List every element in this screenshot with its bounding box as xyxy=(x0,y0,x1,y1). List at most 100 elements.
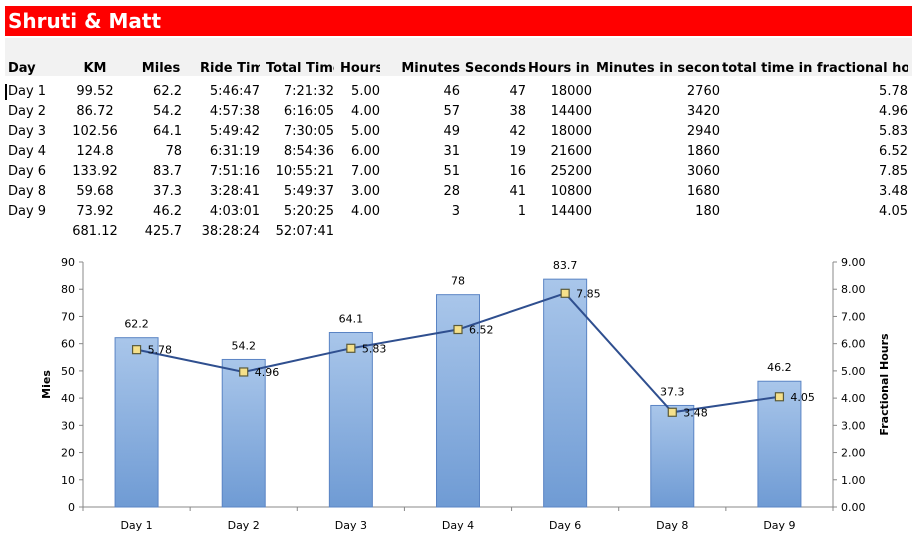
y2-tick-label: 5.00 xyxy=(841,365,866,378)
x-tick-label: Day 1 xyxy=(120,519,152,532)
table-cell: 78 xyxy=(165,144,182,159)
column-header: Minutes xyxy=(401,61,460,76)
y2-tick-label: 4.00 xyxy=(841,392,866,405)
table-cell: 14400 xyxy=(550,204,592,219)
table-cell: 4:03:01 xyxy=(209,204,260,219)
table-cell: 1680 xyxy=(686,184,720,199)
table-cell: 10800 xyxy=(550,184,592,199)
total-ride-time: 38:28:24 xyxy=(201,224,260,239)
line-point xyxy=(239,367,249,377)
table-cell: 1 xyxy=(517,204,526,219)
table-cell: 18000 xyxy=(550,124,592,139)
table-cell: 2760 xyxy=(686,84,720,99)
y-tick-label: 0 xyxy=(68,501,75,514)
line-point xyxy=(453,324,463,335)
x-tick-label: Day 4 xyxy=(442,519,474,532)
table-cell: 19 xyxy=(509,144,526,159)
table-cell: 38 xyxy=(509,104,526,119)
line-point xyxy=(774,392,785,402)
table-cell: 83.7 xyxy=(153,164,182,179)
y-tick-label: 10 xyxy=(61,474,75,487)
table-cell: 5:49:42 xyxy=(209,124,260,139)
table-cell: 6.00 xyxy=(351,144,380,159)
column-header: KM xyxy=(83,61,107,76)
table-cell: 57 xyxy=(443,104,460,119)
line-data-label: 3.48 xyxy=(683,406,708,419)
table-cell: 180 xyxy=(695,204,720,219)
bar xyxy=(221,358,266,508)
column-header: Total Time xyxy=(266,61,334,76)
table-cell: 4.05 xyxy=(879,204,908,219)
y2-tick-label: 7.00 xyxy=(841,310,866,323)
line-point xyxy=(560,288,570,298)
table-cell: 6:31:19 xyxy=(209,144,260,159)
table-cell: 41 xyxy=(509,184,526,199)
column-header: Seconds xyxy=(464,61,526,76)
line-point xyxy=(131,345,142,355)
table-cell: 133.92 xyxy=(72,164,118,179)
table-cell: 59.68 xyxy=(76,184,114,199)
x-tick-label: Day 8 xyxy=(656,519,688,532)
y-tick-label: 90 xyxy=(61,256,75,269)
cell-cursor xyxy=(5,84,7,100)
column-header: Minutes in seconds xyxy=(596,61,720,76)
title-bar: Shruti & Matt xyxy=(5,6,912,36)
column-header: Ride Time xyxy=(200,61,260,76)
x-tick-label: Day 9 xyxy=(763,519,795,532)
bar xyxy=(757,380,802,508)
y-tick-label: 20 xyxy=(61,447,75,460)
line-point xyxy=(667,407,677,417)
y-tick-label: 60 xyxy=(61,338,75,351)
table-cell: 5:49:37 xyxy=(283,184,334,199)
line-data-label: 7.85 xyxy=(576,287,601,300)
table-cell: 21600 xyxy=(550,144,592,159)
line-data-label: 4.96 xyxy=(255,366,280,379)
table-cell: 64.1 xyxy=(153,124,182,139)
bar-data-label: 78 xyxy=(451,275,465,288)
y-tick-label: 40 xyxy=(61,392,75,405)
bar xyxy=(543,278,588,508)
table-cell: 3.48 xyxy=(879,184,908,199)
column-header: total time in fractional hours xyxy=(722,61,908,76)
table-cell: 1860 xyxy=(686,144,720,159)
table-cell: 54.2 xyxy=(153,104,182,119)
table-cell: 5:20:25 xyxy=(283,204,334,219)
line-data-label: 5.78 xyxy=(148,344,173,357)
table-cell: 73.92 xyxy=(76,204,114,219)
table-cell: 42 xyxy=(509,124,526,139)
table-cell: 7:30:05 xyxy=(283,124,334,139)
combo-chart: 0 10 20 30 40 50 60 70 80 90 0.00 1.00 2.00 3.00 4.00 5… xyxy=(40,256,891,532)
row-label: Day 4 xyxy=(8,144,47,159)
table-cell: 10:55:21 xyxy=(275,164,334,179)
line-data-label: 4.05 xyxy=(790,391,815,404)
x-tick-label: Day 3 xyxy=(335,519,367,532)
table-cell: 4.00 xyxy=(351,204,380,219)
bar xyxy=(114,337,159,508)
table-cell: 4.96 xyxy=(879,104,908,119)
y2-tick-label: 8.00 xyxy=(841,283,866,296)
y2-tick-label: 3.00 xyxy=(841,419,866,432)
y-tick-label: 70 xyxy=(61,310,75,323)
table-cell: 5.78 xyxy=(879,84,908,99)
row-label: Day 3 xyxy=(8,124,47,139)
line-data-label: 6.52 xyxy=(469,324,494,337)
table-cell: 7:21:32 xyxy=(283,84,334,99)
table-cell: 102.56 xyxy=(72,124,118,139)
table-cell: 5.83 xyxy=(879,124,908,139)
total-km: 681.12 xyxy=(72,224,118,239)
table-cell: 99.52 xyxy=(76,84,114,99)
bar-data-label: 37.3 xyxy=(660,385,685,398)
row-label: Day 9 xyxy=(8,204,47,219)
column-header: Hours xyxy=(340,61,380,76)
x-tick-label: Day 2 xyxy=(228,519,260,532)
header-strip xyxy=(5,38,912,76)
table-cell: 124.8 xyxy=(76,144,114,159)
y2-axis-title: Fractional Hours xyxy=(878,333,891,436)
table-cell: 31 xyxy=(443,144,460,159)
table-cell: 3 xyxy=(451,204,460,219)
table-cell: 7.00 xyxy=(351,164,380,179)
y2-tick-label: 2.00 xyxy=(841,447,866,460)
y2-tick-label: 1.00 xyxy=(841,474,866,487)
table-cell: 3:28:41 xyxy=(209,184,260,199)
y2-tick-label: 0.00 xyxy=(841,501,866,514)
